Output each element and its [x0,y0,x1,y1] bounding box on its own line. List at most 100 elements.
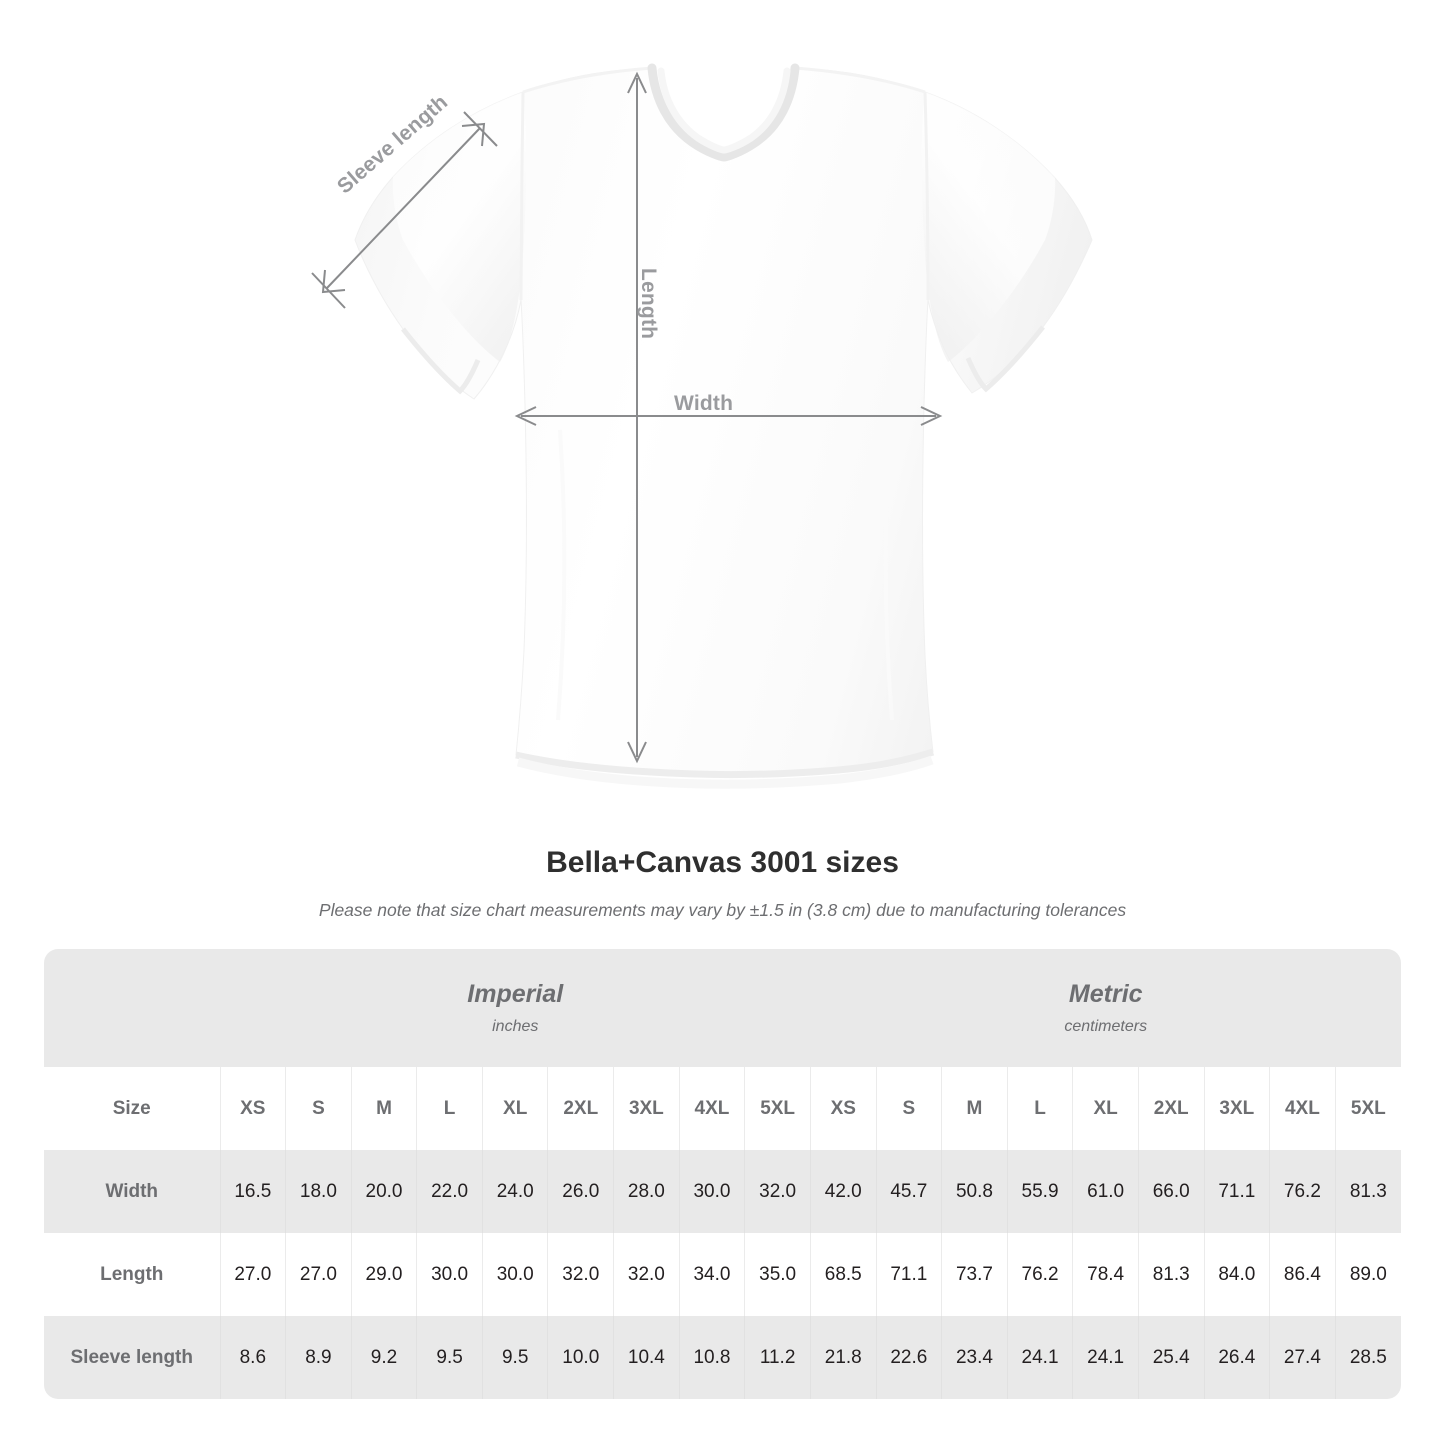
measurement-cell: 26.0 [547,1150,614,1233]
size-column-header: L [416,1067,483,1150]
measurement-cell: 26.4 [1203,1316,1270,1399]
measurement-cell: 25.4 [1137,1316,1205,1399]
size-column-header: 4XL [678,1067,745,1150]
measurement-cell: 50.8 [941,1150,1008,1233]
unit-group-sublabel: centimeters [1064,1017,1148,1035]
measurement-cell: 24.1 [1072,1316,1139,1399]
unit-row-spacer [44,949,221,1067]
size-column-header: M [350,1067,417,1150]
unit-group-metric: Metric centimeters [810,949,1401,1067]
table-row: Length 27.0 27.0 29.0 30.0 30.0 32.0 32.0 34.0 35… [44,1233,1401,1316]
length-label: Length [637,268,660,340]
measurement-cell: 81.3 [1137,1233,1205,1316]
right-armhole-seam [923,91,930,301]
page-title: Bella+Canvas 3001 sizes [546,846,899,879]
sleeve-tick-high [463,111,498,147]
measurement-cell: 68.5 [809,1233,877,1316]
fabric-fold [883,429,894,721]
measurement-cell: 32.0 [547,1233,614,1316]
tolerance-note: Please note that size chart measurements… [318,900,1127,920]
size-column-header: 5XL [744,1067,811,1150]
measurement-cell: 24.1 [1006,1316,1073,1399]
measurement-cell: 73.7 [941,1233,1008,1316]
right-sleeve-hem [965,325,1045,393]
size-column-header: 2XL [547,1067,614,1150]
size-column-header: 2XL [1137,1067,1205,1150]
unit-group-label: Imperial [467,979,564,1008]
length-arrow-head-top [627,71,647,94]
size-column-header: 4XL [1269,1067,1336,1150]
unit-group-row: Imperial inches Metric centimeters [44,949,1401,1067]
measurement-cell: 23.4 [941,1316,1008,1399]
unit-group-sublabel: inches [492,1017,539,1035]
measurement-cell: 66.0 [1137,1150,1205,1233]
width-arrow-head-right [920,406,943,426]
width-label: Width [674,392,734,415]
left-armhole-seam [519,91,525,301]
measurement-cell: 30.0 [416,1233,483,1316]
right-shoulder-seam [794,66,926,94]
size-column-header: S [875,1067,942,1150]
size-column-header: S [285,1067,352,1150]
measurement-cell: 76.2 [1269,1150,1336,1233]
unit-group-imperial: Imperial inches [220,949,811,1067]
size-column-header: M [941,1067,1008,1150]
title-block: Bella+Canvas 3001 sizes Please note that… [0,845,1445,922]
measurement-cell: 29.0 [350,1233,417,1316]
width-arrow-head-left [514,406,537,426]
measurement-cell: 27.4 [1269,1316,1336,1399]
measurement-cell: 84.0 [1203,1233,1270,1316]
size-chart-table: Imperial inches Metric centimeters Size XS S M L… [44,949,1401,1399]
size-column-header: XL [1072,1067,1139,1150]
measurement-cell: 55.9 [1006,1150,1073,1233]
left-sleeve [392,92,527,362]
length-arrow-head-bottom [627,741,647,764]
measurement-cell: 21.8 [809,1316,877,1399]
measurement-cell: 32.0 [744,1150,811,1233]
measurement-cell: 8.6 [219,1316,286,1399]
measurement-row-label: Width [44,1150,221,1233]
sleeve-tick-low [311,272,346,309]
bottom-hem-fold [516,755,934,789]
measurement-cell: 22.0 [416,1150,483,1233]
measurement-cell: 71.1 [1203,1150,1270,1233]
measurement-cell: 16.5 [219,1150,286,1233]
size-chart-table-wrapper: Imperial inches Metric centimeters Size XS S M L… [44,949,1401,1399]
measurement-cell: 89.0 [1334,1233,1401,1316]
measurement-cell: 28.0 [613,1150,680,1233]
sleeve-arrow-head-low [321,269,346,294]
measurement-cell: 32.0 [613,1233,680,1316]
size-header-row: Size XS S M L XL 2XL 3XL 4XL 5XL XS S M L XL 2XL 3XL 4XL 5… [44,1067,1401,1150]
measurement-cell: 8.9 [285,1316,352,1399]
measurement-cell: 30.0 [678,1150,745,1233]
measurement-cell: 28.5 [1334,1316,1401,1399]
measurement-row-label: Sleeve length [44,1316,221,1399]
measurement-cell: 10.0 [547,1316,614,1399]
left-sleeve-hem [401,327,481,395]
measurement-cell: 71.1 [875,1233,942,1316]
measurement-cell: 9.5 [416,1316,483,1399]
measurement-cell: 78.4 [1072,1233,1139,1316]
size-column-header: 3XL [613,1067,680,1150]
measurement-cell: 35.0 [744,1233,811,1316]
measurement-cell: 22.6 [875,1316,942,1399]
measurement-cell: 20.0 [350,1150,417,1233]
fabric-fold [556,429,567,721]
sleeve-arrow-head-high [461,122,486,147]
measurement-cell: 27.0 [219,1233,286,1316]
measurement-cell: 24.0 [481,1150,548,1233]
measurement-cell: 76.2 [1006,1233,1073,1316]
size-column-header: XS [809,1067,877,1150]
size-column-header: L [1006,1067,1073,1150]
measurement-cell: 34.0 [678,1233,745,1316]
measurement-cell: 45.7 [875,1150,942,1233]
measurement-cell: 61.0 [1072,1150,1139,1233]
measurement-cell: 18.0 [285,1150,352,1233]
measurement-cell: 10.4 [613,1316,680,1399]
measurement-cell: 27.0 [285,1233,352,1316]
tshirt-diagram: Sleeve length Length Width [311,63,1093,789]
measurement-cell: 81.3 [1334,1150,1401,1233]
size-column-header: XL [481,1067,548,1150]
row-label-header: Size [44,1067,221,1150]
unit-group-label: Metric [1068,979,1143,1008]
